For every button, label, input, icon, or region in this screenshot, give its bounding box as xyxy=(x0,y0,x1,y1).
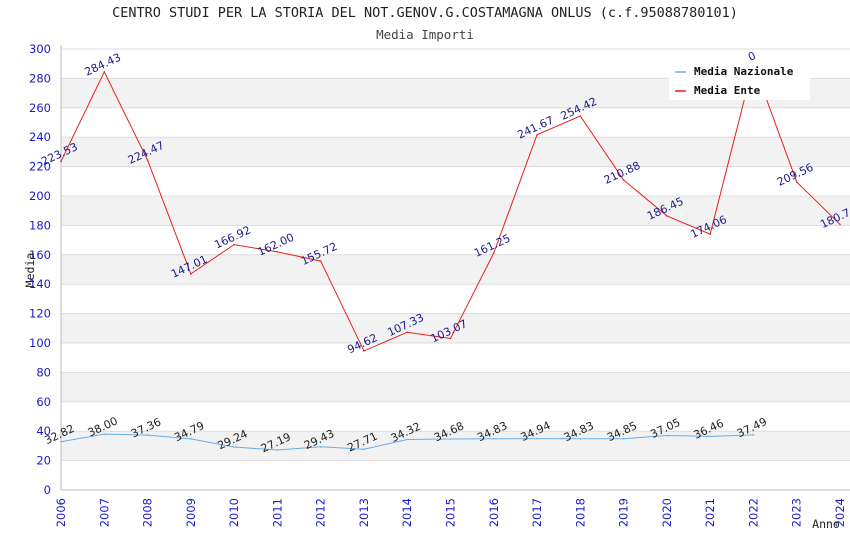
data-point xyxy=(752,434,755,436)
data-point xyxy=(492,437,495,440)
x-tick-label: 2023 xyxy=(790,498,804,527)
x-tick-label: 2016 xyxy=(487,498,501,527)
axes xyxy=(60,45,850,491)
x-tick-label: 2022 xyxy=(746,498,760,527)
legend-box xyxy=(669,60,810,100)
plot-band xyxy=(61,254,850,285)
data-point xyxy=(103,433,106,435)
y-tick-label: 300 xyxy=(29,42,51,56)
data-point xyxy=(536,437,538,440)
x-tick-label: 2012 xyxy=(314,498,328,527)
x-tick-label: 2014 xyxy=(400,498,414,527)
data-point xyxy=(363,448,365,451)
data-point xyxy=(795,181,798,183)
y-tick-label: 200 xyxy=(29,189,51,203)
data-point xyxy=(276,449,279,451)
x-tick-label: 2008 xyxy=(141,498,155,527)
x-tick-label: 2021 xyxy=(703,498,717,527)
data-point xyxy=(449,438,452,440)
data-point xyxy=(579,115,582,117)
plot-band xyxy=(61,196,850,226)
chart-title: CENTRO STUDI PER LA STORIA DEL NOT.GENOV… xyxy=(112,5,738,21)
chart-subtitle: Media Importi xyxy=(376,27,474,42)
data-point xyxy=(276,251,279,253)
x-tick-label: 2018 xyxy=(573,498,587,527)
data-point xyxy=(666,215,668,217)
data-point xyxy=(709,233,711,235)
data-point xyxy=(363,350,365,352)
data-point xyxy=(406,331,409,334)
y-tick-label: 280 xyxy=(29,71,51,85)
y-tick-label: 60 xyxy=(36,395,51,409)
y-tick-label: 100 xyxy=(29,336,51,350)
plot-band xyxy=(61,137,850,167)
y-tick-label: 160 xyxy=(29,248,51,262)
data-point xyxy=(319,260,322,262)
x-tick-label: 2006 xyxy=(54,498,68,527)
y-tick-label: 80 xyxy=(36,365,51,379)
data-point xyxy=(622,179,625,181)
data-label: 0 xyxy=(746,49,758,64)
plot-band xyxy=(61,372,850,402)
data-point xyxy=(146,159,149,161)
legend: Media Nazionale Media Ente xyxy=(669,60,810,100)
x-tick-label: 2024 xyxy=(833,498,847,527)
data-point xyxy=(666,434,668,437)
data-point xyxy=(622,437,625,440)
x-tick-label: 2019 xyxy=(617,498,631,527)
data-point xyxy=(103,71,106,73)
y-tick-label: 120 xyxy=(29,307,51,321)
y-axis-ticks: 0 20 40 60 80 100 120 140 160 180 200 220 240 260 280 3… xyxy=(29,42,51,497)
data-point xyxy=(233,446,235,448)
y-axis-title: Media xyxy=(23,253,37,288)
x-tick-label: 2013 xyxy=(357,498,371,527)
series-lines xyxy=(60,62,841,451)
data-point xyxy=(190,273,192,275)
data-point xyxy=(492,252,495,254)
data-point xyxy=(579,437,582,440)
y-tick-label: 20 xyxy=(36,454,51,468)
x-axis-title: Anno xyxy=(812,517,840,531)
data-point xyxy=(233,243,235,246)
data-point xyxy=(60,160,62,163)
data-point xyxy=(839,223,841,226)
x-axis-ticks: 2006 2007 2008 2009 2010 2011 2012 2013 2014 2015… xyxy=(54,498,847,527)
x-tick-label: 2015 xyxy=(444,498,458,527)
y-tick-label: 140 xyxy=(29,277,51,291)
x-tick-label: 2017 xyxy=(530,498,544,527)
x-tick-label: 2007 xyxy=(97,498,111,527)
x-tick-label: 2011 xyxy=(270,498,284,527)
data-point xyxy=(146,434,149,436)
data-point xyxy=(190,438,192,440)
data-point xyxy=(406,438,409,441)
data-label: 166.92 xyxy=(212,223,252,251)
legend-label-media-ente: Media Ente xyxy=(694,84,761,97)
y-tick-label: 240 xyxy=(29,130,51,144)
y-tick-label: 220 xyxy=(29,160,51,174)
y-tick-label: 260 xyxy=(29,101,51,115)
data-point xyxy=(319,445,322,448)
x-tick-label: 2009 xyxy=(184,498,198,527)
y-tick-label: 40 xyxy=(36,424,51,438)
x-tick-label: 2020 xyxy=(660,498,674,527)
y-tick-label: 0 xyxy=(44,483,51,497)
legend-label-media-nazionale: Media Nazionale xyxy=(694,65,794,78)
data-point xyxy=(536,133,538,136)
data-point xyxy=(60,440,62,443)
data-point xyxy=(449,337,452,340)
x-tick-label: 2010 xyxy=(227,498,241,527)
data-point xyxy=(709,435,711,438)
y-tick-label: 180 xyxy=(29,218,51,232)
